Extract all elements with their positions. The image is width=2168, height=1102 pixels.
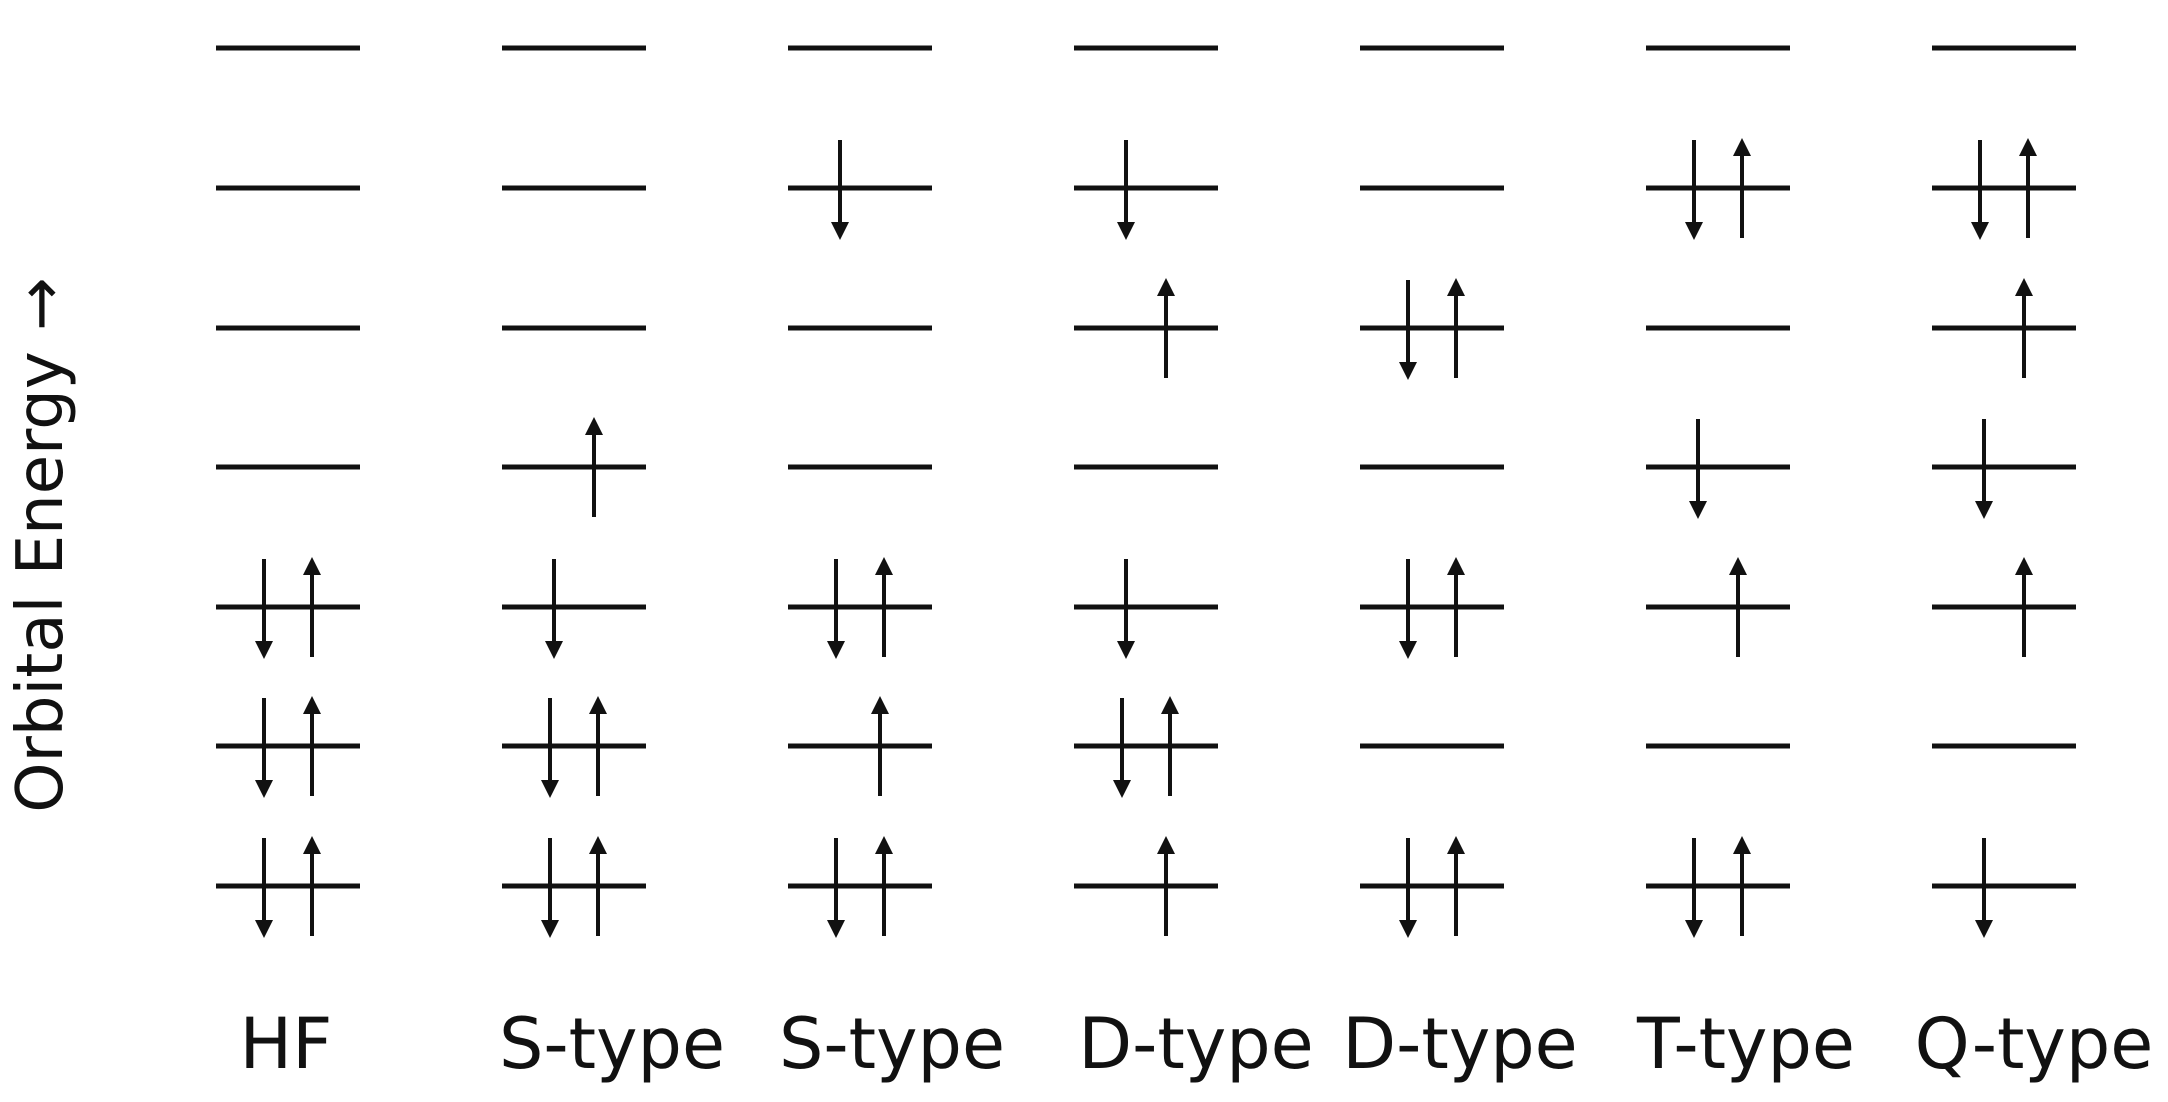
spin-down-arrowhead bbox=[1399, 920, 1417, 938]
configuration-label: D-type bbox=[1078, 1003, 1314, 1085]
energy-axis-label: Orbital Energy → bbox=[4, 277, 78, 813]
orbital-level bbox=[502, 417, 646, 517]
orbital-level bbox=[1360, 836, 1504, 938]
spin-down-arrowhead bbox=[541, 920, 559, 938]
spin-down-arrowhead bbox=[1975, 920, 1993, 938]
spin-up-arrowhead bbox=[1447, 278, 1465, 296]
spin-up-arrowhead bbox=[1157, 836, 1175, 854]
spin-down-arrowhead bbox=[1117, 222, 1135, 240]
configuration-columns: HF S-type S-type D-type D-type T-type Q-type bbox=[216, 45, 2154, 1085]
spin-up-arrowhead bbox=[1729, 557, 1747, 575]
spin-up-arrowhead bbox=[303, 557, 321, 575]
spin-up-arrowhead bbox=[1733, 836, 1751, 854]
spin-up-arrowhead bbox=[585, 417, 603, 435]
spin-down-arrowhead bbox=[827, 641, 845, 659]
spin-down-arrowhead bbox=[1971, 222, 1989, 240]
orbital-level bbox=[788, 140, 932, 240]
orbital-level bbox=[502, 559, 646, 659]
orbital-level bbox=[788, 557, 932, 659]
spin-up-arrowhead bbox=[589, 836, 607, 854]
orbital-level bbox=[1360, 278, 1504, 380]
orbital-level bbox=[1646, 419, 1790, 519]
spin-up-arrowhead bbox=[2019, 138, 2037, 156]
spin-down-arrowhead bbox=[1117, 641, 1135, 659]
configuration-column: S-type bbox=[779, 45, 1005, 1085]
spin-up-arrowhead bbox=[875, 836, 893, 854]
spin-down-arrowhead bbox=[1399, 362, 1417, 380]
orbital-level bbox=[1932, 278, 2076, 378]
spin-down-arrowhead bbox=[831, 222, 849, 240]
orbital-level bbox=[502, 836, 646, 938]
orbital-level bbox=[502, 696, 646, 798]
spin-down-arrowhead bbox=[1685, 920, 1703, 938]
spin-up-arrowhead bbox=[1157, 278, 1175, 296]
spin-up-arrowhead bbox=[1447, 557, 1465, 575]
configuration-label: S-type bbox=[499, 1003, 725, 1085]
spin-up-arrowhead bbox=[871, 696, 889, 714]
orbital-level bbox=[1646, 836, 1790, 938]
configuration-column: Q-type bbox=[1915, 45, 2154, 1085]
spin-up-arrowhead bbox=[303, 836, 321, 854]
spin-down-arrowhead bbox=[827, 920, 845, 938]
orbital-level bbox=[1646, 138, 1790, 240]
configuration-column: D-type bbox=[1342, 45, 1578, 1085]
spin-up-arrowhead bbox=[1161, 696, 1179, 714]
spin-down-arrowhead bbox=[255, 641, 273, 659]
spin-down-arrowhead bbox=[255, 780, 273, 798]
spin-down-arrowhead bbox=[541, 780, 559, 798]
spin-up-arrowhead bbox=[1447, 836, 1465, 854]
configuration-column: D-type bbox=[1074, 45, 1314, 1085]
orbital-level bbox=[1932, 138, 2076, 240]
orbital-level bbox=[788, 696, 932, 796]
orbital-level bbox=[1074, 696, 1218, 798]
spin-up-arrowhead bbox=[589, 696, 607, 714]
spin-down-arrowhead bbox=[255, 920, 273, 938]
orbital-level bbox=[1646, 557, 1790, 657]
orbital-level bbox=[1932, 838, 2076, 938]
spin-up-arrowhead bbox=[303, 696, 321, 714]
configuration-column: T-type bbox=[1636, 45, 1855, 1085]
spin-down-arrowhead bbox=[1399, 641, 1417, 659]
spin-up-arrowhead bbox=[875, 557, 893, 575]
orbital-level bbox=[1074, 836, 1218, 936]
configuration-label: T-type bbox=[1636, 1003, 1855, 1085]
orbital-level bbox=[1074, 559, 1218, 659]
orbital-level bbox=[1932, 557, 2076, 657]
configuration-label: Q-type bbox=[1915, 1003, 2154, 1085]
spin-down-arrowhead bbox=[1689, 501, 1707, 519]
spin-down-arrowhead bbox=[1685, 222, 1703, 240]
spin-up-arrowhead bbox=[1733, 138, 1751, 156]
spin-up-arrowhead bbox=[2015, 278, 2033, 296]
orbital-level bbox=[216, 557, 360, 659]
configuration-label: D-type bbox=[1342, 1003, 1578, 1085]
configuration-label: HF bbox=[240, 1003, 333, 1085]
spin-down-arrowhead bbox=[1975, 501, 1993, 519]
configuration-column: S-type bbox=[499, 45, 725, 1085]
configuration-column: HF bbox=[216, 45, 360, 1085]
configuration-label: S-type bbox=[779, 1003, 1005, 1085]
spin-down-arrowhead bbox=[545, 641, 563, 659]
spin-down-arrowhead bbox=[1113, 780, 1131, 798]
orbital-level bbox=[1932, 419, 2076, 519]
orbital-level bbox=[216, 696, 360, 798]
orbital-level bbox=[1074, 140, 1218, 240]
orbital-level bbox=[216, 836, 360, 938]
orbital-level bbox=[1360, 557, 1504, 659]
orbital-level bbox=[788, 836, 932, 938]
spin-up-arrowhead bbox=[2015, 557, 2033, 575]
orbital-level bbox=[1074, 278, 1218, 378]
